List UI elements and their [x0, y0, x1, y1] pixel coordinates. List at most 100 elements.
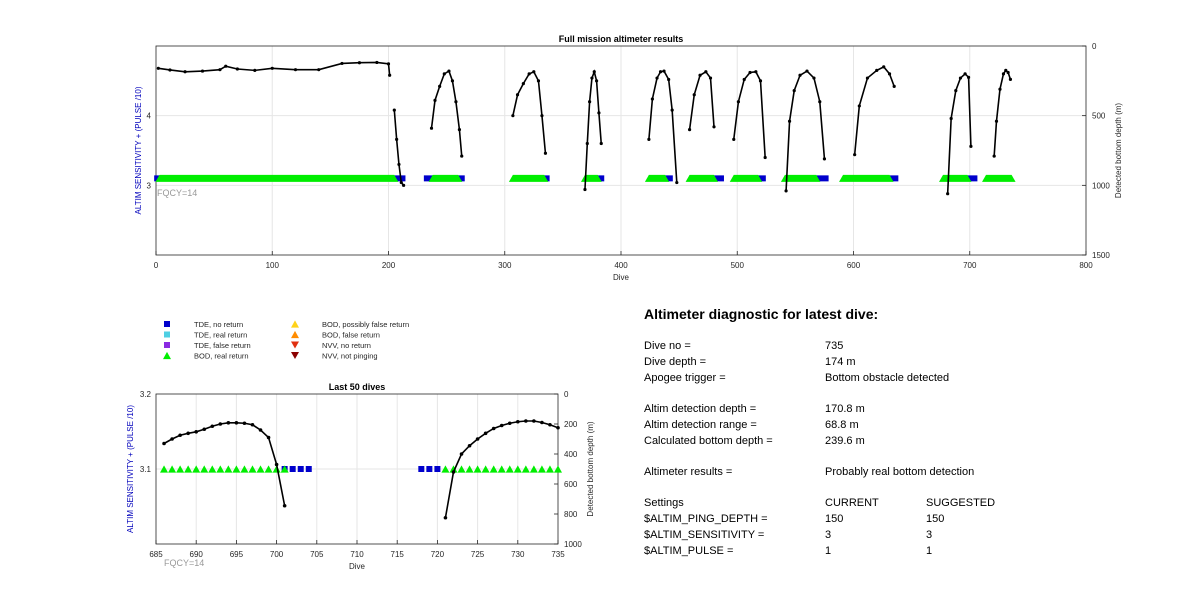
tde-no-return-marker: [297, 466, 304, 472]
bottom-depth-series: [785, 70, 826, 191]
bottom-depth-point: [658, 70, 663, 74]
sensitivity-suggested: 3: [926, 529, 933, 541]
bottom-depth-series: [163, 421, 286, 506]
full-mission-chart: 0 100 200 300 400 500 600 700 800 3 4 0 500 1000 1500 F…: [134, 34, 1123, 282]
bottom-depth-point: [784, 189, 788, 193]
bottom-depth-point: [397, 162, 401, 167]
x-tick-label: 400: [614, 261, 628, 270]
bottom-depth-point: [647, 137, 651, 141]
y-right-tick-label: 400: [564, 450, 578, 459]
bottom-depth-point: [798, 73, 802, 77]
bottom-depth-point: [266, 435, 271, 440]
bottom-depth-point: [447, 69, 451, 73]
ping-depth-label: $ALTIM_PING_DEPTH =: [644, 513, 768, 525]
bottom-depth-point: [218, 68, 222, 72]
bottom-depth-point: [516, 419, 520, 424]
apogee-trigger-label: Apogee trigger =: [644, 372, 726, 384]
y-right-tick-label: 600: [564, 480, 578, 489]
ping-depth-row: $ALTIM_PING_DEPTH = 150 150: [644, 511, 1184, 527]
bottom-depth-point: [758, 79, 763, 83]
bod-real-return-marker: [497, 465, 506, 473]
suggested-header: SUGGESTED: [926, 497, 996, 509]
bottom-depth-point: [963, 72, 967, 76]
legend-triangle-up-marker: [291, 320, 299, 328]
bottom-depth-point: [183, 70, 187, 74]
bottom-depth-point: [998, 87, 1002, 91]
y-right-axis-label: Detected bottom depth (m): [1114, 103, 1123, 198]
bottom-depth-point: [946, 192, 950, 196]
bottom-depth-point: [210, 424, 215, 429]
bottom-depth-point: [599, 141, 603, 146]
bottom-depth-point: [958, 76, 963, 80]
y-right-axis-label: Detected bottom depth (m): [586, 421, 595, 516]
bottom-depth-point: [438, 84, 442, 89]
bod-real-return-marker-run: [982, 174, 1016, 182]
bottom-depth-point: [1004, 68, 1008, 72]
pulse-row: $ALTIM_PULSE = 1 1: [644, 543, 1184, 559]
legend-label: BOD, false return: [322, 331, 380, 340]
bottom-depth-point: [992, 154, 996, 158]
x-tick-label: 725: [471, 550, 485, 559]
altim-detection-depth-label: Altim detection depth =: [644, 403, 757, 415]
bottom-depth-point: [556, 425, 560, 430]
bod-real-return-marker: [537, 465, 546, 473]
bottom-depth-point: [460, 154, 464, 158]
bod-real-return-marker: [216, 465, 225, 473]
x-axis-label: Dive: [613, 273, 630, 282]
altimeter-results-label: Altimeter results =: [644, 466, 733, 478]
ping-depth-suggested: 150: [926, 513, 945, 525]
altimeter-results-value: Probably real bottom detection: [825, 466, 975, 478]
legend-label: NVV, no return: [322, 341, 371, 350]
bottom-depth-point: [812, 76, 816, 80]
x-tick-label: 715: [391, 550, 405, 559]
fqcy-annotation: FQCY=14: [164, 558, 204, 568]
bod-real-return-marker: [481, 465, 490, 473]
bod-real-return-marker-run: [780, 174, 821, 182]
bottom-depth-point: [742, 77, 746, 82]
bottom-depth-point: [442, 72, 446, 76]
y-left-tick-label: 3.1: [140, 465, 152, 474]
bottom-depth-point: [443, 515, 448, 520]
bottom-depth-point: [532, 419, 536, 423]
settings-label: Settings: [644, 497, 684, 509]
x-tick-label: 735: [551, 550, 565, 559]
bottom-depth-point: [178, 433, 182, 438]
bottom-depth-point: [763, 155, 767, 160]
bottom-depth-point: [857, 104, 861, 108]
x-tick-label: 100: [266, 261, 280, 270]
bottom-depth-point: [966, 75, 971, 79]
bod-real-return-marker-run: [685, 174, 718, 182]
bottom-depth-point: [662, 69, 666, 73]
altim-detection-range-row: Altim detection range = 68.8 m: [644, 417, 1184, 433]
bottom-depth-point: [969, 144, 973, 148]
altimeter-diagnostic-panel: Altimeter diagnostic for latest dive: Di…: [644, 306, 1184, 559]
legend-label: NVV, not pinging: [322, 352, 378, 361]
sensitivity-row: $ALTIM_SENSITIVITY = 3 3: [644, 527, 1184, 543]
bottom-depth-point: [226, 421, 231, 425]
bottom-depth-point: [949, 116, 953, 121]
bottom-depth-point: [708, 76, 713, 80]
y-left-tick-label: 4: [147, 112, 152, 121]
legend-label: BOD, possibly false return: [322, 320, 409, 329]
bottom-depth-point: [670, 108, 674, 112]
x-tick-label: 700: [270, 550, 284, 559]
legend-triangle-up-marker: [163, 351, 171, 360]
x-axis-label: Dive: [349, 562, 366, 571]
bod-real-return-marker: [240, 465, 249, 473]
legend-triangle-up-marker: [291, 330, 299, 339]
tde-no-return-marker-run: [963, 175, 978, 182]
bottom-depth-point: [712, 125, 716, 129]
bod-real-return-marker-run: [508, 174, 549, 182]
diagnostic-title: Altimeter diagnostic for latest dive:: [644, 306, 879, 322]
bottom-depth-point: [395, 137, 399, 141]
bottom-depth-point: [168, 68, 172, 72]
bod-real-return-marker: [521, 465, 530, 473]
tde-no-return-marker: [426, 466, 433, 472]
settings-header-row: Settings CURRENT SUGGESTED: [644, 495, 1184, 511]
bod-real-return-marker-run: [839, 174, 894, 182]
bod-real-return-marker: [160, 465, 169, 473]
bottom-depth-point: [242, 421, 247, 426]
bottom-depth-point: [218, 422, 223, 426]
calculated-bottom-depth-value: 239.6 m: [825, 435, 865, 447]
x-tick-label: 700: [963, 261, 977, 270]
